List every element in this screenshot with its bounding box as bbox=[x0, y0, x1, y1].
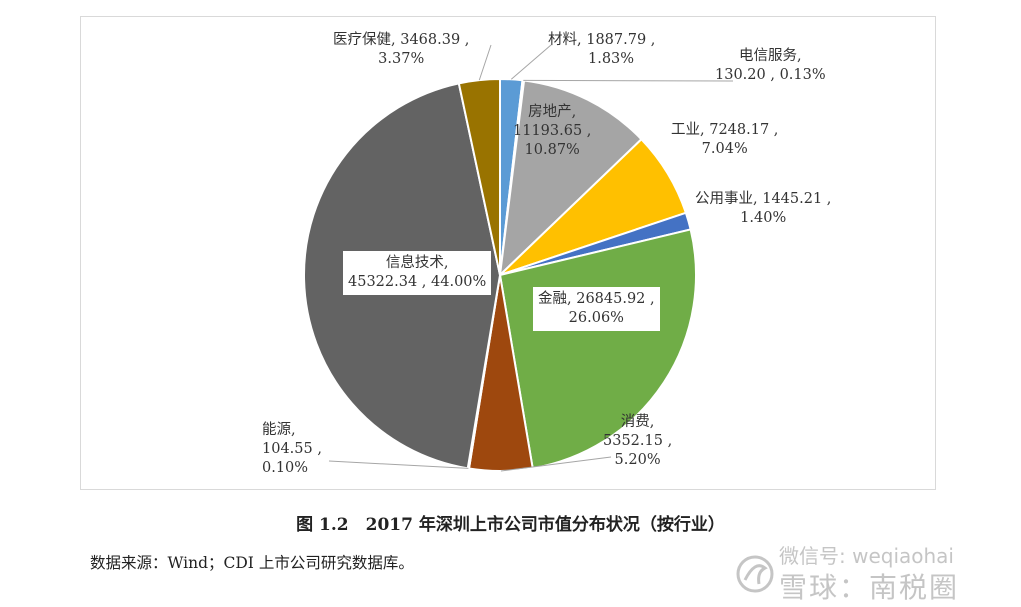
slice-label-jinrong: 金融, 26845.92 , 26.06% bbox=[533, 287, 660, 331]
slice-label-cailiao: 材料, 1887.79 , 1.83% bbox=[548, 32, 656, 67]
slice-label-yiliao: 医疗保健, 3468.39 , 3.37% bbox=[333, 32, 470, 67]
pie-slice-2 bbox=[498, 79, 643, 278]
leader-line-6 bbox=[500, 456, 612, 472]
snowball-logo-icon bbox=[736, 555, 774, 593]
watermark: 微信号: weqiaohai 雪球：南税圈 bbox=[735, 540, 1020, 604]
watermark-wechat-id: 微信号: weqiaohai bbox=[779, 544, 954, 568]
figure-caption: 图 1.2 2017 年深圳上市公司市值分布状况（按行业） bbox=[296, 515, 725, 535]
leader-line-1 bbox=[523, 79, 734, 82]
leader-line-7 bbox=[328, 460, 469, 469]
watermark-xueqiu: 雪球：南税圈 bbox=[779, 571, 960, 604]
slice-label-gongyongshiye: 公用事业, 1445.21 , 1.40% bbox=[695, 191, 832, 226]
slice-label-xiaofei: 消费, 5352.15 , 5.20% bbox=[603, 414, 673, 468]
slice-label-gongye: 工业, 7248.17 , 7.04% bbox=[671, 122, 779, 157]
slice-label-nengyuan: 能源, 104.55 , 0.10% bbox=[262, 422, 322, 476]
slice-label-xinxijishu: 信息技术, 45322.34 , 44.00% bbox=[343, 251, 492, 295]
chart-frame: 材料, 1887.79 , 1.83% 电信服务, 130.20 , 0.13%… bbox=[80, 16, 936, 490]
slice-label-dianxin: 电信服务, 130.20 , 0.13% bbox=[715, 48, 826, 83]
leader-line-9 bbox=[478, 44, 492, 81]
data-source: 数据来源：Wind；CDI 上市公司研究数据库。 bbox=[90, 554, 414, 572]
pie-chart bbox=[303, 44, 734, 472]
leader-line-0 bbox=[510, 44, 552, 80]
slice-label-fangdichan: 房地产, 11193.65 , 10.87% bbox=[513, 104, 592, 158]
